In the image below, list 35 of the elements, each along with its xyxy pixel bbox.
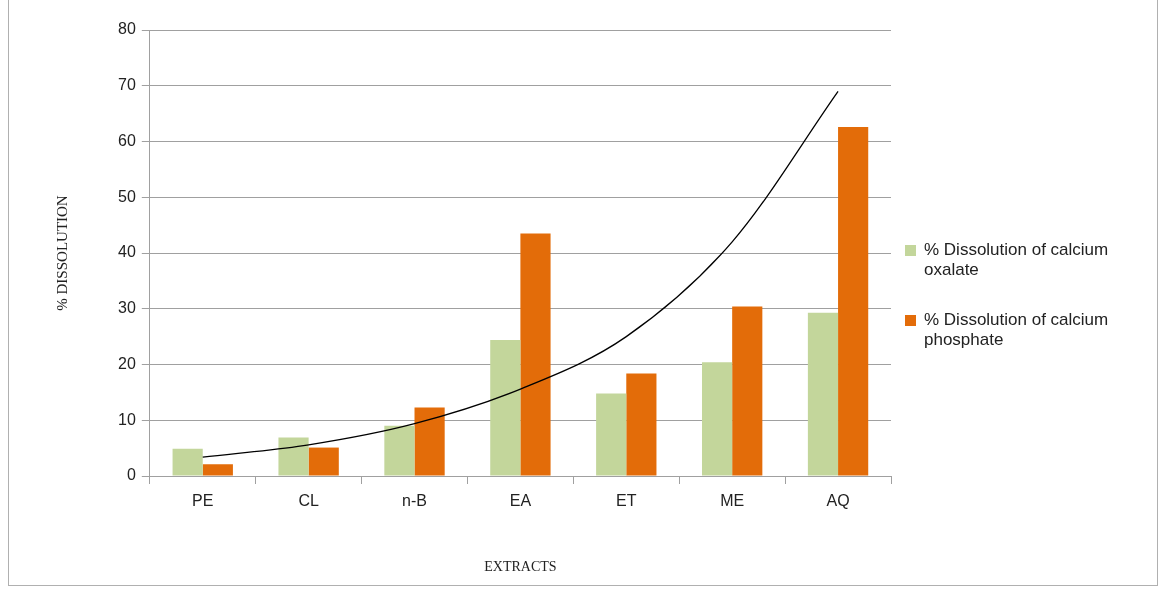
y-tick-label: 60: [118, 131, 136, 149]
x-axis-title: EXTRACTS: [484, 559, 557, 575]
y-axis-title: % DISSOLUTION: [53, 195, 70, 311]
y-tick-label: 10: [118, 410, 136, 428]
x-tick-label: ET: [616, 492, 637, 510]
y-tick-label: 80: [118, 20, 136, 38]
x-tick-label: CL: [298, 492, 319, 510]
bar: [172, 448, 203, 476]
x-tick-label: EA: [509, 492, 532, 510]
bar: [414, 407, 445, 476]
bar: [807, 312, 839, 476]
bar: [626, 373, 657, 476]
bar: [278, 437, 309, 476]
line-series: [202, 90, 839, 458]
bar: [202, 464, 233, 476]
bar: [838, 127, 869, 476]
bar: [732, 306, 763, 476]
bar: [596, 393, 627, 476]
legend-label: % Dissolution of calcium phosphate: [924, 310, 1110, 350]
x-tick-label: ME: [720, 492, 745, 510]
bar: [308, 447, 339, 476]
y-tick-label: 20: [118, 354, 136, 372]
bar: [490, 339, 521, 476]
x-tick-label: AQ: [826, 492, 850, 510]
y-tick-label: 0: [126, 466, 136, 484]
x-tick-label: PE: [192, 492, 214, 510]
y-tick-label: 30: [118, 299, 136, 317]
y-tick-label: 40: [118, 243, 136, 261]
y-tick-label: 50: [118, 187, 136, 205]
x-tick-label: n-B: [402, 492, 427, 510]
legend-label: % Dissolution of calcium oxalate: [924, 240, 1110, 280]
y-tick-label: 70: [118, 76, 136, 94]
bar: [701, 362, 733, 476]
bar: [520, 233, 551, 476]
bar: [384, 425, 415, 476]
